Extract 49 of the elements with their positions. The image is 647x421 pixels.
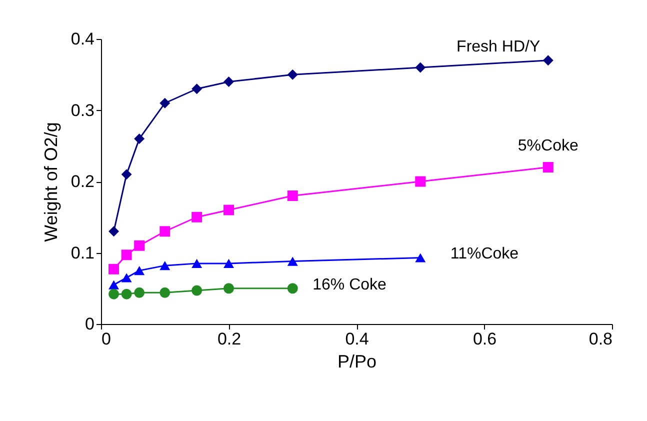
x-axis-title: P/Po (337, 352, 377, 372)
point (160, 98, 170, 108)
point (542, 55, 554, 66)
point (415, 62, 426, 73)
point (192, 84, 202, 94)
point (108, 264, 120, 274)
series-label: 5%Coke (518, 137, 578, 154)
point (121, 273, 132, 282)
point (224, 204, 234, 216)
series-label: Fresh HD/Y (456, 38, 540, 56)
point (415, 176, 426, 187)
point (224, 283, 234, 294)
point (287, 190, 298, 201)
point (121, 288, 132, 300)
y-tick-label: 0.3 (70, 100, 94, 120)
point (108, 226, 120, 237)
x-tick-label: 0.8 (588, 330, 612, 348)
point (134, 134, 145, 144)
point (287, 283, 298, 294)
point (192, 258, 202, 268)
x-tick-label: 0.4 (345, 330, 369, 348)
series-label: 11%Coke (450, 246, 519, 263)
y-tick-label: 0.1 (70, 243, 94, 262)
x-tick-label: 0 (102, 330, 111, 348)
point (134, 287, 145, 298)
y-axis-title: Weight of O2/g (40, 122, 61, 242)
x-tick-label: 0.6 (472, 330, 497, 348)
point (287, 256, 298, 266)
series-label: 16% Coke (312, 276, 387, 294)
point (108, 288, 120, 300)
point (134, 266, 145, 276)
point (134, 240, 145, 251)
point (160, 261, 170, 270)
point (287, 69, 298, 80)
point (108, 280, 120, 290)
point (224, 258, 234, 268)
point (160, 287, 170, 298)
y-tick-label: 0 (85, 314, 94, 334)
point (192, 285, 202, 296)
point (121, 250, 132, 260)
point (542, 162, 554, 172)
point (160, 226, 170, 237)
y-tick-label: 0.4 (70, 30, 94, 48)
point (121, 169, 132, 180)
point (224, 76, 234, 87)
y-tick-label: 0.2 (70, 172, 94, 191)
point (192, 212, 202, 222)
point (415, 253, 426, 262)
x-tick-label: 0.2 (217, 330, 242, 348)
